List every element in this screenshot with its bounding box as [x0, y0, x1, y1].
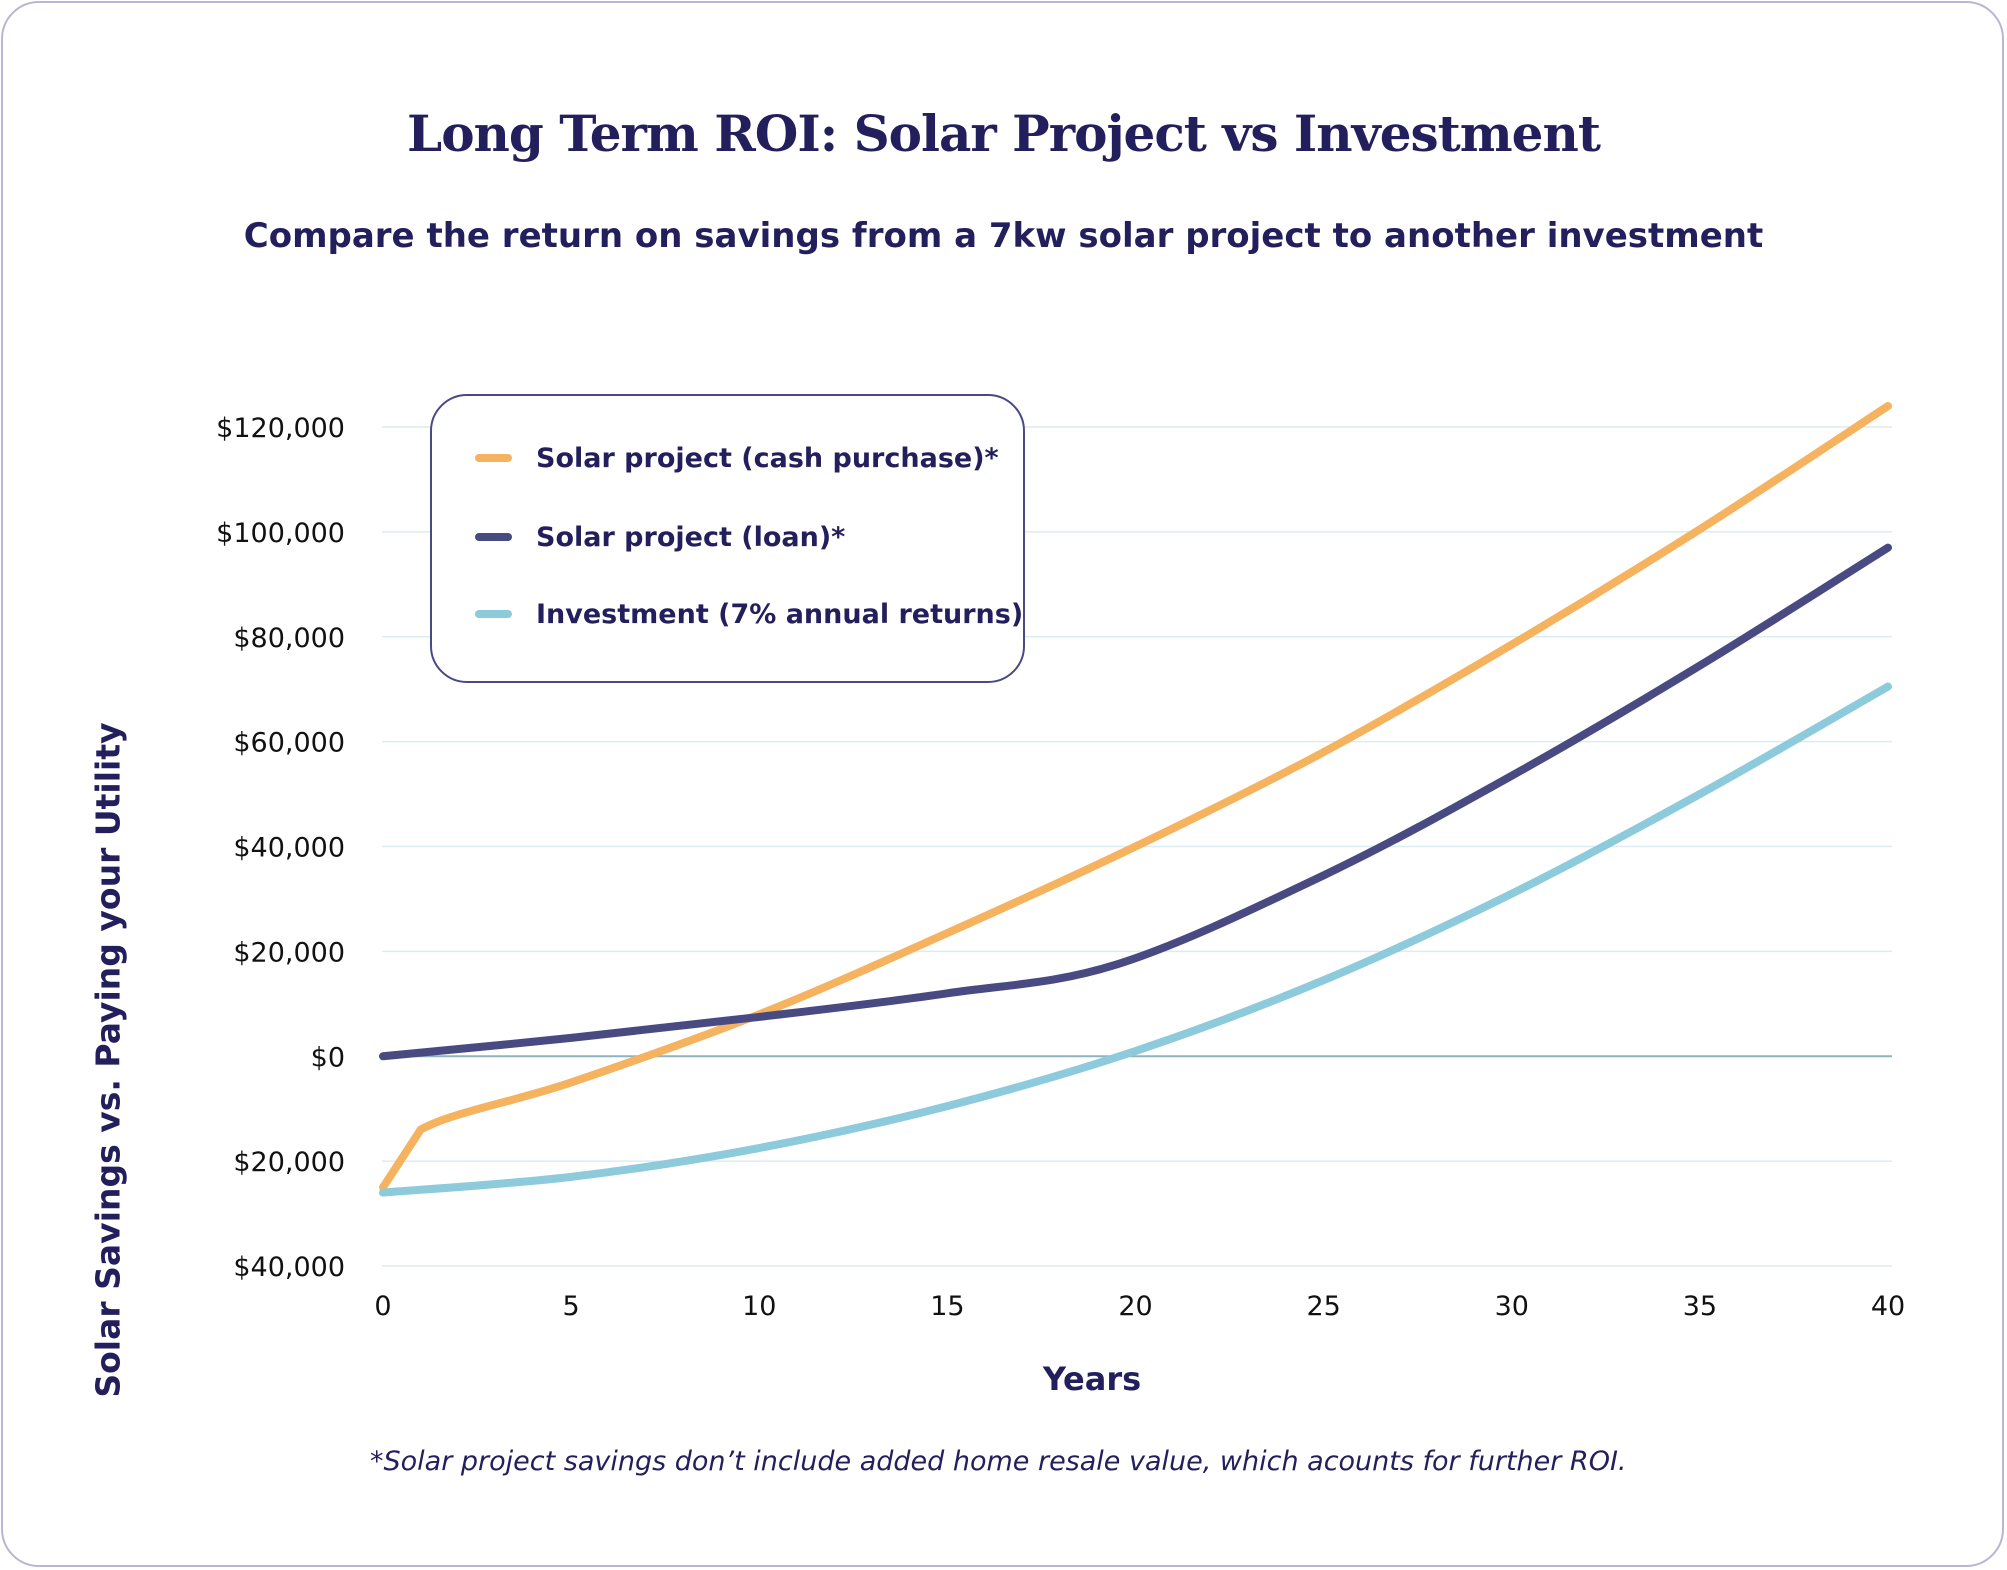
y-tick-label: $20,000: [233, 937, 345, 968]
y-tick-label: $20,000: [233, 1147, 345, 1178]
y-tick-label: $0: [311, 1042, 345, 1073]
x-tick-label: 20: [1118, 1291, 1152, 1322]
y-axis-label: Solar Savings vs. Paying your Utility: [88, 722, 128, 1398]
series-line-cash-purchase: [379, 402, 1892, 1192]
footnote: *Solar project savings don’t include add…: [370, 1446, 1627, 1477]
x-tick-label: 40: [1871, 1291, 1905, 1322]
legend-label-investment: Investment (7% annual returns): [536, 599, 1023, 630]
y-tick-label: $40,000: [233, 1252, 345, 1283]
x-tick-label: 25: [1306, 1291, 1340, 1322]
y-axis-ticks: $40,000 $20,000 $0 $20,000 $40,000 $60,000 $80…: [216, 413, 345, 1283]
x-tick-label: 15: [930, 1291, 964, 1322]
y-tick-label: $120,000: [216, 413, 345, 444]
x-axis-label: Years: [1042, 1360, 1142, 1398]
chart-title: Long Term ROI: Solar Project vs Investme…: [407, 104, 1601, 163]
x-axis-ticks: 0 5 10 15 20 25 30 35 40: [374, 1291, 1905, 1322]
x-tick-label: 30: [1495, 1291, 1529, 1322]
series-line-investment: [379, 682, 1892, 1197]
x-tick-label: 5: [563, 1291, 580, 1322]
y-tick-label: $80,000: [233, 623, 345, 654]
series-line-loan: [379, 543, 1892, 1061]
x-tick-label: 35: [1683, 1291, 1717, 1322]
chart-subtitle: Compare the return on savings from a 7kw…: [243, 216, 1764, 256]
x-tick-label: 10: [742, 1291, 776, 1322]
legend-box: [430, 394, 1025, 683]
y-tick-label: $100,000: [216, 518, 345, 549]
x-tick-label: 0: [374, 1291, 391, 1322]
series-lines: [379, 402, 1892, 1197]
legend: Solar project (cash purchase)* Solar proj…: [430, 394, 1025, 683]
legend-label-cash-purchase: Solar project (cash purchase)*: [536, 443, 999, 474]
y-tick-label: $60,000: [233, 728, 345, 759]
legend-label-loan: Solar project (loan)*: [536, 522, 845, 553]
y-tick-label: $40,000: [233, 833, 345, 864]
